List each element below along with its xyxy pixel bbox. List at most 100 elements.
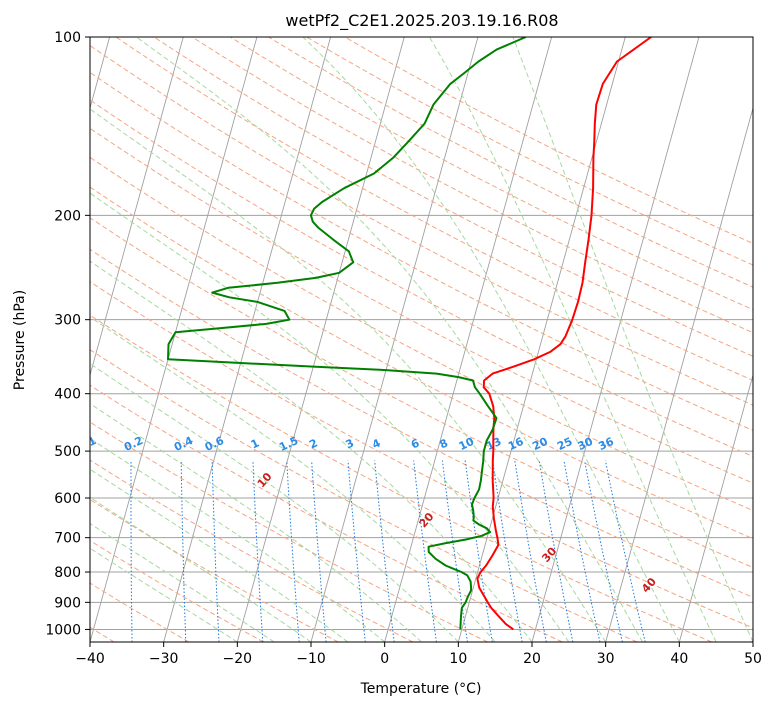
x-axis-title: Temperature (°C) <box>360 681 482 697</box>
dry-adiabat-line <box>191 37 753 334</box>
moist-adiabat-line <box>90 363 459 642</box>
mixing-ratio-label: 25 <box>555 435 574 453</box>
mixing-ratio-line <box>286 460 300 642</box>
y-tick-label: 300 <box>54 313 81 329</box>
x-tick-label: 20 <box>523 651 541 667</box>
x-tick-label: 30 <box>597 651 615 667</box>
dry-adiabat-line <box>90 281 753 629</box>
moist-adiabat-line <box>90 496 312 642</box>
mixing-ratio-line <box>82 461 84 643</box>
y-tick-label: 600 <box>54 491 81 507</box>
y-tick-label: 900 <box>54 595 81 611</box>
mixing-ratio-label: 16 <box>506 435 526 453</box>
moist-adiabat-line <box>302 37 680 642</box>
x-tick-label: 0 <box>380 651 389 667</box>
dry-adiabat-line <box>90 71 753 432</box>
isotherm-line <box>531 37 700 642</box>
dewpoint-line <box>167 37 527 630</box>
mixing-ratio-line <box>492 460 523 642</box>
dry-adiabat-line <box>90 421 488 642</box>
mixing-ratio-line <box>413 460 437 642</box>
isotherm-line <box>605 106 753 642</box>
mixing-ratio-line <box>538 460 574 642</box>
x-tick-label: 50 <box>744 651 762 667</box>
dry-adiabat-line <box>230 37 753 311</box>
isotherm-line <box>90 37 184 377</box>
mixing-ratio-line <box>311 460 327 642</box>
mixing-ratio-label: 20 <box>530 435 550 453</box>
dry-adiabat-line <box>268 37 753 288</box>
dry-adiabat-line <box>90 127 753 484</box>
mixing-ratio-line <box>252 460 264 642</box>
background-lines <box>82 37 753 643</box>
moist-adiabat-line <box>90 260 533 642</box>
mixing-ratio-label: 36 <box>596 435 616 453</box>
moist-adiabat-line <box>90 192 570 642</box>
dry-adiabat-line <box>90 314 712 642</box>
moist-adiabat-line <box>90 108 607 642</box>
temperature-line <box>476 37 652 631</box>
mixing-ratio-label: 3 <box>344 436 356 451</box>
mixing-ratio-line <box>130 460 133 642</box>
y-axis: 1000 900 800 700 600 500 400 300 200 100 <box>45 30 90 638</box>
moist-adiabat-line <box>90 403 422 642</box>
isotherm-line <box>163 37 332 642</box>
moist-adiabat-line <box>428 37 717 642</box>
mixing-ratio-label: 8 <box>438 436 450 451</box>
moist-adiabat-line <box>512 37 753 642</box>
moist-adiabat-line <box>136 37 643 642</box>
dry-adiabat-line <box>90 384 563 642</box>
y-tick-label: 1000 <box>45 622 81 638</box>
moist-adiabat-line <box>90 547 238 642</box>
moist-adiabat-line <box>90 522 275 642</box>
moist-adiabat-line <box>90 316 496 642</box>
x-tick-label: 40 <box>670 651 688 667</box>
mixing-ratio-line <box>464 460 493 642</box>
dry-adiabat-line <box>90 349 638 642</box>
chart-title: wetPf2_C2E1.2025.203.19.16.R08 <box>285 11 558 31</box>
mixing-ratio-label: 2 <box>307 436 319 451</box>
mixing-ratio-label: 4 <box>370 436 383 451</box>
moist-adiabat-line <box>90 437 386 642</box>
dry-adiabat-line <box>344 37 753 245</box>
profile-lines <box>167 37 652 631</box>
mixing-ratio-label: 30 <box>576 435 596 453</box>
isotherm-line <box>678 373 753 642</box>
y-tick-label: 500 <box>54 444 81 460</box>
mixing-ratio-line <box>180 460 187 642</box>
mixing-ratio-label: 10 <box>457 435 477 453</box>
plot-frame <box>89 36 754 643</box>
x-tick-label: −30 <box>149 651 179 667</box>
isotherm-line <box>236 37 405 642</box>
isotherm-line <box>457 37 626 642</box>
isotherm-line <box>384 37 553 642</box>
mixing-ratio-line <box>563 460 601 642</box>
dry-adiabat-line <box>90 99 753 458</box>
y-axis-title: Pressure (hPa) <box>12 290 28 390</box>
mixing-ratio-label: 6 <box>409 436 422 451</box>
mixing-ratio-line <box>441 460 468 642</box>
dry-adiabat-line <box>90 248 753 598</box>
mixing-ratio-line <box>374 460 395 642</box>
mixing-ratio-label: 1 <box>249 436 261 451</box>
dry-adiabat-line <box>90 459 414 642</box>
x-tick-label: −10 <box>296 651 326 667</box>
y-tick-label: 700 <box>54 531 81 547</box>
dry-adiabat-line <box>90 217 753 569</box>
y-tick-label: 200 <box>54 208 81 224</box>
mixing-ratio-line <box>211 460 220 642</box>
dry-adiabat-line <box>90 44 753 406</box>
moist-adiabat-label: 40 <box>639 575 659 595</box>
dry-adiabat-line <box>90 156 753 512</box>
mixing-ratio-line <box>604 460 646 642</box>
dry-adiabat-line <box>115 37 753 381</box>
isotherm-line <box>752 640 753 642</box>
y-tick-label: 400 <box>54 387 81 403</box>
x-tick-label: −40 <box>75 651 105 667</box>
x-axis: −40 −30 −20 −10 0 10 20 30 40 50 <box>75 642 762 667</box>
x-tick-label: 10 <box>449 651 467 667</box>
x-tick-label: −20 <box>223 651 253 667</box>
moist-adiabat-label: 30 <box>539 545 559 565</box>
y-tick-label: 800 <box>54 565 81 581</box>
